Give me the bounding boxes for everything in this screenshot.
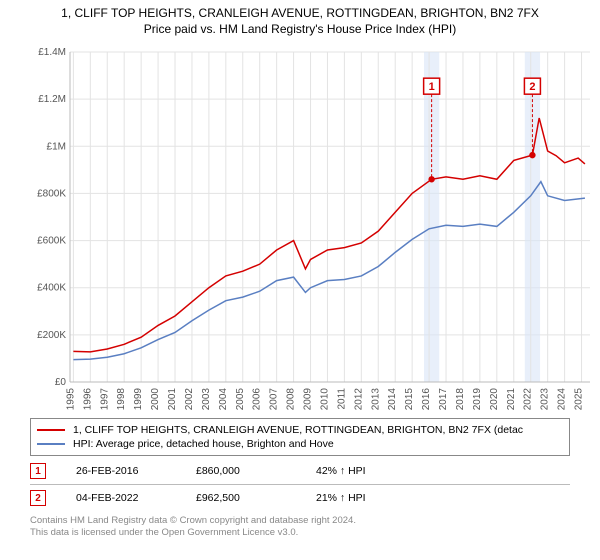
svg-text:2025: 2025 bbox=[574, 388, 585, 411]
svg-text:2023: 2023 bbox=[540, 388, 551, 411]
svg-text:2: 2 bbox=[529, 81, 535, 93]
svg-text:2004: 2004 bbox=[218, 388, 229, 411]
sale-table: 1 26-FEB-2016 £860,000 42% ↑ HPI 2 04-FE… bbox=[30, 460, 570, 509]
footer-line1: Contains HM Land Registry data © Crown c… bbox=[30, 515, 570, 527]
svg-text:2000: 2000 bbox=[150, 388, 161, 411]
svg-text:2007: 2007 bbox=[269, 388, 280, 411]
svg-text:1997: 1997 bbox=[99, 388, 110, 411]
legend-label-hpi: HPI: Average price, detached house, Brig… bbox=[73, 438, 334, 450]
svg-text:2021: 2021 bbox=[506, 388, 517, 411]
svg-text:2024: 2024 bbox=[557, 388, 568, 411]
footer-line2: This data is licensed under the Open Gov… bbox=[30, 527, 570, 539]
legend-swatch-hpi bbox=[37, 443, 65, 445]
sale-divider bbox=[30, 484, 570, 485]
sale-price-1: £860,000 bbox=[196, 465, 316, 477]
chart-area: £0 £200K £400K £600K £800K £1M £1.2M £1.4M 1995 1… bbox=[30, 42, 590, 412]
svg-text:2019: 2019 bbox=[472, 388, 483, 411]
svg-text:2016: 2016 bbox=[421, 388, 432, 411]
svg-text:£800K: £800K bbox=[37, 188, 66, 199]
svg-text:2015: 2015 bbox=[404, 388, 415, 411]
sale-row-1: 1 26-FEB-2016 £860,000 42% ↑ HPI bbox=[30, 460, 570, 482]
svg-text:£1.4M: £1.4M bbox=[38, 47, 66, 58]
sale-diff-1: 42% ↑ HPI bbox=[316, 465, 436, 477]
svg-text:£200K: £200K bbox=[37, 330, 66, 341]
sale-date-2: 04-FEB-2022 bbox=[76, 492, 196, 504]
svg-text:2020: 2020 bbox=[489, 388, 500, 411]
svg-text:2018: 2018 bbox=[455, 388, 466, 411]
legend-row-hpi: HPI: Average price, detached house, Brig… bbox=[37, 437, 563, 451]
title-block: 1, CLIFF TOP HEIGHTS, CRANLEIGH AVENUE, … bbox=[0, 0, 600, 38]
sale-price-2: £962,500 bbox=[196, 492, 316, 504]
svg-text:£0: £0 bbox=[55, 377, 67, 388]
legend-label-property: 1, CLIFF TOP HEIGHTS, CRANLEIGH AVENUE, … bbox=[73, 424, 523, 436]
svg-text:2011: 2011 bbox=[336, 388, 347, 410]
legend-row-property: 1, CLIFF TOP HEIGHTS, CRANLEIGH AVENUE, … bbox=[37, 423, 563, 437]
svg-text:£600K: £600K bbox=[37, 236, 66, 247]
svg-text:2006: 2006 bbox=[252, 388, 263, 411]
svg-text:2017: 2017 bbox=[438, 388, 449, 411]
svg-text:2013: 2013 bbox=[370, 388, 381, 411]
svg-text:1995: 1995 bbox=[65, 388, 76, 411]
svg-text:2022: 2022 bbox=[523, 388, 534, 411]
legend-swatch-property bbox=[37, 429, 65, 431]
title-line1: 1, CLIFF TOP HEIGHTS, CRANLEIGH AVENUE, … bbox=[10, 6, 590, 20]
svg-text:£1M: £1M bbox=[47, 141, 66, 152]
svg-text:2008: 2008 bbox=[286, 388, 297, 411]
sale-row-2: 2 04-FEB-2022 £962,500 21% ↑ HPI bbox=[30, 487, 570, 509]
svg-text:1998: 1998 bbox=[116, 388, 127, 411]
svg-text:2001: 2001 bbox=[167, 388, 178, 411]
svg-text:2009: 2009 bbox=[303, 388, 314, 411]
sale-date-1: 26-FEB-2016 bbox=[76, 465, 196, 477]
sale-badge-1: 1 bbox=[30, 463, 46, 479]
svg-text:£1.2M: £1.2M bbox=[38, 94, 66, 105]
svg-text:2003: 2003 bbox=[201, 388, 212, 411]
chart-container: 1, CLIFF TOP HEIGHTS, CRANLEIGH AVENUE, … bbox=[0, 0, 600, 560]
svg-text:2010: 2010 bbox=[319, 388, 330, 411]
title-line2: Price paid vs. HM Land Registry's House … bbox=[10, 22, 590, 36]
legend-box: 1, CLIFF TOP HEIGHTS, CRANLEIGH AVENUE, … bbox=[30, 418, 570, 456]
sale-badge-2: 2 bbox=[30, 490, 46, 506]
svg-text:2012: 2012 bbox=[353, 388, 364, 411]
svg-text:1999: 1999 bbox=[133, 388, 144, 411]
svg-text:1: 1 bbox=[429, 81, 435, 93]
svg-text:1996: 1996 bbox=[82, 388, 93, 411]
svg-text:£400K: £400K bbox=[37, 283, 66, 294]
footer: Contains HM Land Registry data © Crown c… bbox=[30, 515, 570, 540]
svg-text:2014: 2014 bbox=[387, 388, 398, 411]
chart-svg: £0 £200K £400K £600K £800K £1M £1.2M £1.4M 1995 1… bbox=[30, 42, 590, 412]
svg-text:2002: 2002 bbox=[184, 388, 195, 411]
sale-diff-2: 21% ↑ HPI bbox=[316, 492, 436, 504]
svg-text:2005: 2005 bbox=[235, 388, 246, 411]
